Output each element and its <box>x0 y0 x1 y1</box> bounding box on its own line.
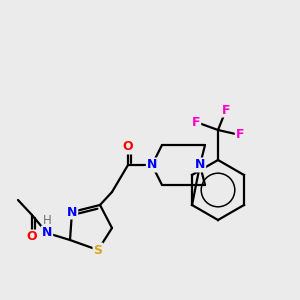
Text: N: N <box>42 226 52 239</box>
Text: N: N <box>195 158 205 172</box>
Text: F: F <box>192 116 200 128</box>
Text: N: N <box>67 206 77 218</box>
Text: N: N <box>147 158 157 172</box>
Text: F: F <box>236 128 244 142</box>
Text: O: O <box>123 140 133 154</box>
Text: O: O <box>27 230 37 244</box>
Text: S: S <box>94 244 103 256</box>
Text: F: F <box>222 103 230 116</box>
Text: H: H <box>43 214 51 226</box>
